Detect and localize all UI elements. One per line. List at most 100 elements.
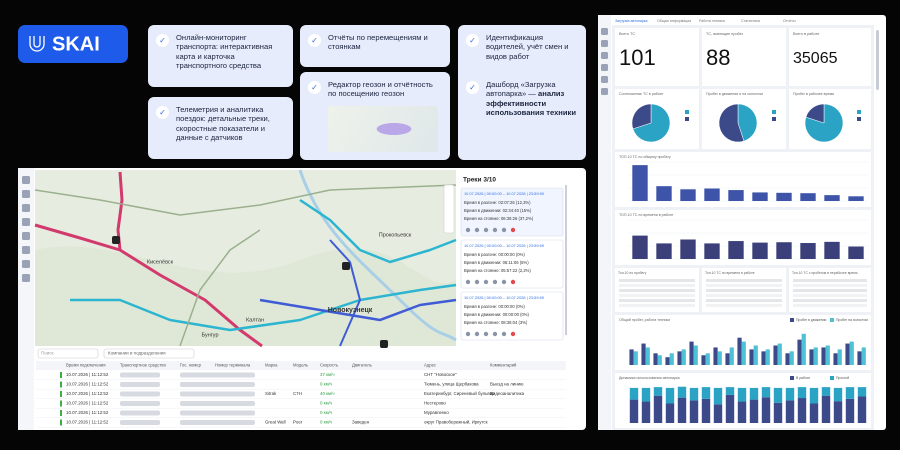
column-bar xyxy=(857,351,862,365)
track-stat: Время на стоянке: 08:36:04 (3%) xyxy=(464,320,528,325)
stacked-bar xyxy=(725,394,735,423)
legend-label: Пробег на холостом xyxy=(836,318,868,322)
track-action xyxy=(501,227,507,233)
bar xyxy=(680,189,696,201)
bar xyxy=(800,193,816,201)
table-cell: C7H xyxy=(293,391,302,396)
stacked-bar xyxy=(701,398,711,423)
stacked-bar xyxy=(797,398,807,423)
table-row xyxy=(793,294,867,297)
bar xyxy=(632,165,648,201)
table-row xyxy=(706,304,782,307)
nav-icon xyxy=(22,204,30,212)
track-card xyxy=(460,187,564,237)
table-row xyxy=(793,284,867,287)
nav-icon xyxy=(22,232,30,240)
table-row xyxy=(706,284,782,287)
table-cell: 0 км/ч xyxy=(320,410,332,415)
bar xyxy=(728,190,744,201)
table-cell: 37 км/ч xyxy=(320,372,335,377)
pie-slice xyxy=(805,103,825,124)
stacked-bar xyxy=(629,387,639,400)
track-date: 10.07.2026 | 00:00:00 – 10.07.2026 | 23:… xyxy=(464,191,544,196)
legend-label: Простой xyxy=(836,376,849,380)
track-line xyxy=(70,283,457,332)
track-action xyxy=(492,279,498,285)
kpi-title: Всего в работе xyxy=(793,32,819,36)
feature-card: ✓ Дашборд «Загрузка автопарка» — анализ э… xyxy=(458,72,586,160)
chart-title: Общий пробег, работа техники xyxy=(619,318,670,322)
table-cell: Видеоаналитика xyxy=(490,391,525,396)
column-bar xyxy=(725,353,730,365)
bar xyxy=(848,196,864,201)
table-cell: 40 км/ч xyxy=(320,391,335,396)
column-bar xyxy=(693,345,698,365)
table-row xyxy=(619,304,695,307)
blurred-cell xyxy=(215,410,255,416)
track-action xyxy=(510,331,516,337)
feature-bold: анализ эффективности использования техни… xyxy=(486,89,577,118)
kpi-value: 88 xyxy=(706,45,730,70)
column-bar xyxy=(761,351,766,365)
feature-text: Отчёты по перемещениям и стоянкам xyxy=(328,33,428,52)
stacked-bar xyxy=(677,397,687,423)
table-cell: округ Правобережный, Иркутск xyxy=(424,420,488,425)
track-stat: Время в движении: 06:11:06 (5%) xyxy=(464,260,529,265)
stacked-bar xyxy=(701,387,711,399)
track-action xyxy=(492,227,498,233)
table-header: Транспортное средство xyxy=(120,363,167,368)
map-label: Калтан xyxy=(246,317,264,323)
column-bar xyxy=(861,347,866,365)
table-header: Номер терминала xyxy=(215,363,251,368)
filter-text: Компании и подразделения xyxy=(108,351,166,356)
column-bar xyxy=(801,333,806,365)
blurred-cell xyxy=(180,410,220,416)
dash-tab: Общая информация xyxy=(657,19,691,23)
feature-text: Редактор геозон и отчётность по посещени… xyxy=(328,80,433,99)
map-label: Прокопьевск xyxy=(379,232,412,238)
blurred-cell xyxy=(215,420,255,425)
map-label: Новокузнецк xyxy=(328,307,373,314)
chart-title: Динамика использования автопарка xyxy=(619,376,680,380)
track-line xyxy=(259,298,457,322)
table-cell: Екатеринбург, Сиреневый бульвар xyxy=(424,391,495,396)
track-action xyxy=(492,331,498,337)
stacked-bar xyxy=(713,404,723,423)
dash-nav-icon xyxy=(601,28,608,35)
nav-icon xyxy=(22,246,30,254)
stacked-bar xyxy=(773,387,783,403)
track-line xyxy=(34,223,263,348)
kpi-value: 35065 xyxy=(793,50,838,67)
stacked-bar xyxy=(665,387,675,404)
legend-swatch xyxy=(790,376,794,380)
track-line xyxy=(34,184,457,216)
table-header: Марка xyxy=(265,363,278,368)
table-header-bg xyxy=(36,361,566,370)
nav-icon xyxy=(22,218,30,226)
bar xyxy=(824,241,840,259)
table-cell: Заведен xyxy=(352,420,370,425)
feature-text: Телеметрия и аналитика поездок: детальны… xyxy=(176,105,270,143)
table-cell: Sitrak xyxy=(265,391,277,396)
kpi-card xyxy=(789,28,871,86)
column-bar xyxy=(665,357,670,365)
column-bar xyxy=(797,339,802,365)
column-bar xyxy=(689,341,694,365)
column-bar xyxy=(813,347,818,365)
column-bar xyxy=(645,347,650,365)
bar xyxy=(680,239,696,259)
stacked-bar xyxy=(689,400,699,423)
blurred-cell xyxy=(215,391,255,397)
stacked-bar xyxy=(833,401,843,423)
feature-text: Дашборд «Загрузка автопарка» — xyxy=(486,80,556,99)
table-cell: Нестерово xyxy=(424,401,446,406)
track-action xyxy=(465,331,471,337)
kpi-card xyxy=(702,28,786,86)
stacked-bar xyxy=(797,387,807,399)
feature-card: ✓ Редактор геозон и отчётность по посещен… xyxy=(300,72,450,160)
feature-card: ✓ Телеметрия и аналитика поездок: детальн… xyxy=(148,97,293,159)
stacked-bar xyxy=(653,395,663,423)
legend-swatch xyxy=(830,318,834,322)
table-header: Модель xyxy=(293,363,309,368)
